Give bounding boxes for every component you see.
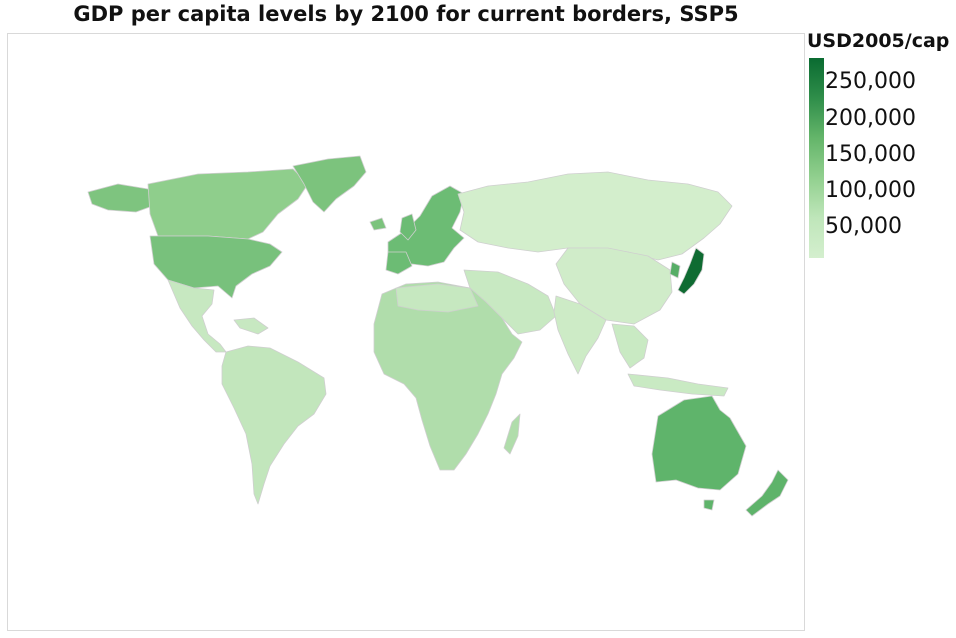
region-southeast-asia[interactable] [611,323,649,369]
region-mexico[interactable] [167,279,227,353]
legend-tick-200000: 200,000 [825,106,916,131]
legend-tick-150000: 150,000 [825,142,916,167]
legend-tick-250000: 250,000 [825,69,916,94]
legend-color-scale [809,58,824,258]
region-africa[interactable] [373,281,523,471]
region-iceland[interactable] [369,217,387,231]
region-tasmania[interactable] [703,499,715,511]
region-china[interactable] [555,247,673,325]
legend-tick-100000: 100,000 [825,178,916,203]
region-australia[interactable] [651,395,747,491]
region-uk[interactable] [399,213,417,241]
region-canada[interactable] [147,168,309,240]
map-frame[interactable] [7,33,805,631]
legend-tick-50000: 50,000 [825,214,902,239]
region-south-america[interactable] [221,345,327,505]
region-indonesia[interactable] [627,373,729,397]
region-caribbean[interactable] [233,317,269,335]
region-usa[interactable] [149,235,283,299]
region-india[interactable] [553,295,607,375]
region-greenland[interactable] [292,155,367,213]
region-new-zealand[interactable] [745,469,789,517]
region-north-africa[interactable] [395,283,479,313]
world-map[interactable] [8,34,806,632]
legend-title: USD2005/cap [807,30,950,52]
region-alaska[interactable] [87,183,159,213]
region-south-korea[interactable] [669,261,681,279]
region-japan[interactable] [677,247,705,295]
region-iberia[interactable] [385,251,413,275]
region-madagascar[interactable] [503,413,521,455]
chart-title: GDP per capita levels by 2100 for curren… [73,2,739,26]
region-russia[interactable] [457,171,733,261]
